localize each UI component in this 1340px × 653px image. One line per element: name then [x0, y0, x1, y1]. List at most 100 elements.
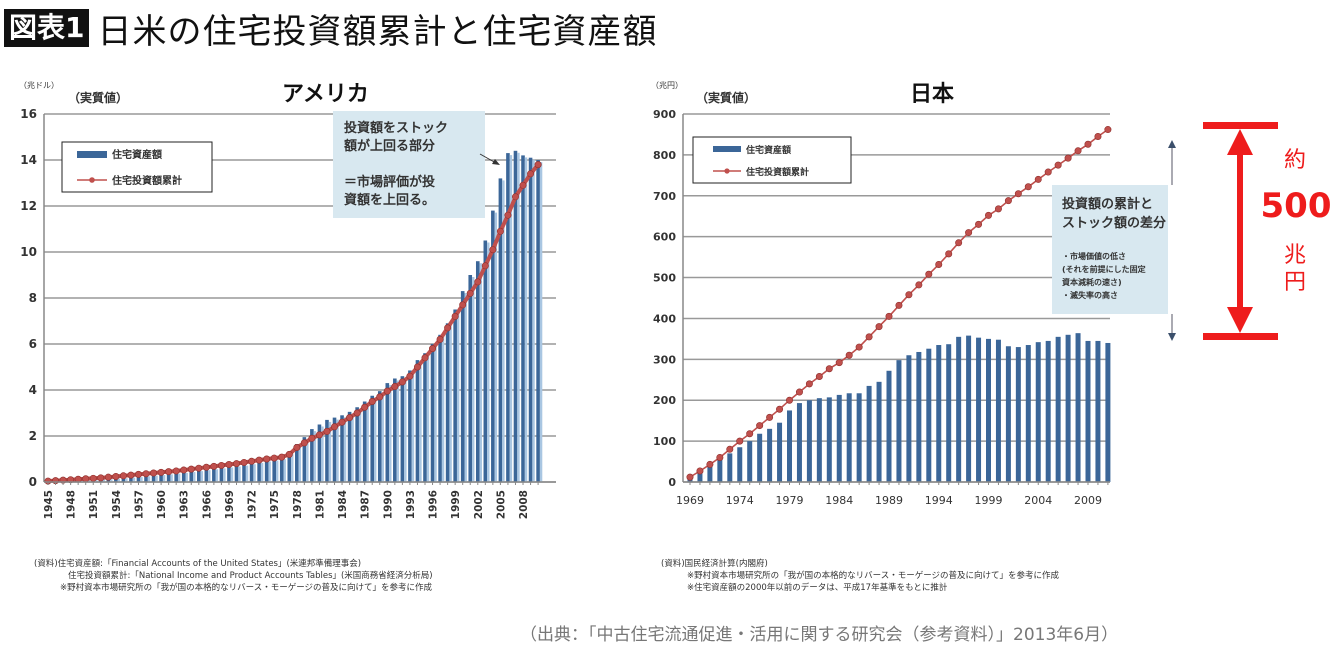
range-arrow-up-icon	[1227, 129, 1253, 155]
line-marker	[278, 453, 286, 461]
japan-chart: （兆円） （実質値） 日本 0 100 200 300 400 500 600 700 800 9…	[651, 80, 1331, 507]
line-marker	[293, 443, 301, 451]
bar	[767, 428, 773, 482]
bar	[946, 344, 952, 482]
bar	[385, 383, 390, 482]
jp-bar-series	[687, 333, 1111, 482]
line-marker	[165, 468, 173, 476]
bar-highlight	[434, 346, 437, 482]
us-x-axis: 1945 1948 1951 1954 1957 1960 1963 1966 1969 1972…	[43, 481, 556, 519]
bar-highlight	[125, 478, 128, 482]
us-notes: (資料)住宅資産額:「Financial Accounts of the Uni…	[34, 558, 433, 594]
bar	[332, 417, 337, 482]
line-marker	[134, 470, 142, 478]
bar-highlight	[351, 413, 354, 482]
line-marker	[756, 422, 764, 430]
us-note-2: 住宅投資額累計:「National Income and Product Acc…	[68, 571, 433, 581]
jp-arrow-down-icon	[1168, 333, 1176, 341]
line-marker	[534, 161, 542, 169]
line-marker	[955, 239, 963, 247]
line-marker	[481, 262, 489, 270]
line-marker	[845, 351, 853, 359]
line-marker	[187, 465, 195, 473]
bar	[445, 323, 450, 482]
bar	[737, 447, 743, 482]
bar	[166, 472, 171, 482]
line-marker	[436, 335, 444, 343]
line-marker	[398, 378, 406, 386]
bar	[777, 422, 783, 482]
jp-x-axis: 1969 1974 1979 1984 1989 1994 1999 2004 2009	[676, 481, 1110, 507]
bar	[325, 419, 329, 482]
line-marker	[815, 373, 823, 381]
x-tick-label: 1948	[66, 490, 78, 519]
bar-highlight	[449, 325, 452, 482]
bar-highlight	[479, 263, 482, 482]
bar	[1055, 336, 1061, 482]
bar	[1065, 334, 1071, 482]
bar-highlight	[230, 467, 234, 482]
line-marker	[795, 388, 803, 396]
y-tick-label: 600	[653, 231, 676, 244]
range-shaft	[1237, 150, 1243, 310]
line-marker	[413, 363, 421, 371]
bar	[475, 261, 480, 482]
bar	[249, 462, 254, 482]
line-marker	[1024, 183, 1032, 191]
jp-legend: 住宅資産額 住宅投資額累計	[692, 136, 852, 184]
bar	[976, 337, 982, 482]
jp-legend-bar-swatch	[713, 146, 741, 152]
bar	[219, 466, 224, 482]
jp-callout-heading-2: ストック額の差分	[1062, 215, 1166, 231]
bar	[310, 429, 314, 482]
bar-highlight	[441, 336, 445, 482]
line-marker	[270, 454, 278, 462]
bar-highlight	[200, 471, 203, 482]
line-marker	[1014, 190, 1022, 198]
us-callout-line-1: 投資額をストック	[344, 120, 448, 136]
line-marker	[255, 456, 263, 464]
line-marker	[157, 468, 165, 476]
x-tick-label: 2009	[1074, 494, 1102, 507]
bar	[926, 348, 932, 482]
bar-highlight	[298, 446, 302, 482]
jp-note-3: ※住宅資産額の2000年以前のデータは、平成17年基準をもとに推計	[687, 583, 948, 593]
bar	[896, 360, 902, 482]
y-tick-label: 2	[29, 429, 37, 443]
bar	[212, 467, 216, 482]
bar-highlight	[487, 242, 490, 482]
x-tick-label: 1969	[224, 490, 236, 519]
line-marker	[945, 250, 953, 258]
line-marker	[331, 423, 339, 431]
line-marker	[805, 380, 813, 388]
us-callout-line-2: 額が上回る部分	[343, 138, 435, 154]
y-tick-label: 8	[29, 291, 37, 305]
bar	[697, 471, 703, 482]
bar-highlight	[238, 466, 241, 482]
line-marker	[1004, 197, 1012, 205]
bar	[806, 400, 812, 482]
x-tick-label: 1954	[111, 490, 123, 519]
bar	[856, 393, 862, 482]
us-legend-marker	[89, 177, 95, 183]
line-marker	[217, 461, 225, 469]
y-tick-label: 14	[20, 153, 37, 167]
bar	[727, 453, 733, 482]
us-grid	[44, 113, 556, 483]
line-marker	[429, 345, 437, 353]
line-marker	[97, 474, 105, 482]
line-marker	[915, 281, 923, 289]
bar	[272, 458, 276, 482]
x-tick-label: 1999	[450, 490, 462, 519]
line-marker	[925, 270, 933, 278]
line-marker	[248, 457, 256, 465]
figure-badge: 図表1	[4, 9, 90, 47]
us-y-axis: 0 2 4 6 8 10 12 14 16	[20, 107, 45, 489]
bar-highlight	[253, 464, 256, 482]
bar	[876, 381, 882, 482]
bar	[438, 334, 442, 482]
bar	[430, 344, 435, 482]
bar-highlight	[532, 159, 535, 482]
bar	[1075, 333, 1081, 482]
bar	[317, 424, 322, 482]
